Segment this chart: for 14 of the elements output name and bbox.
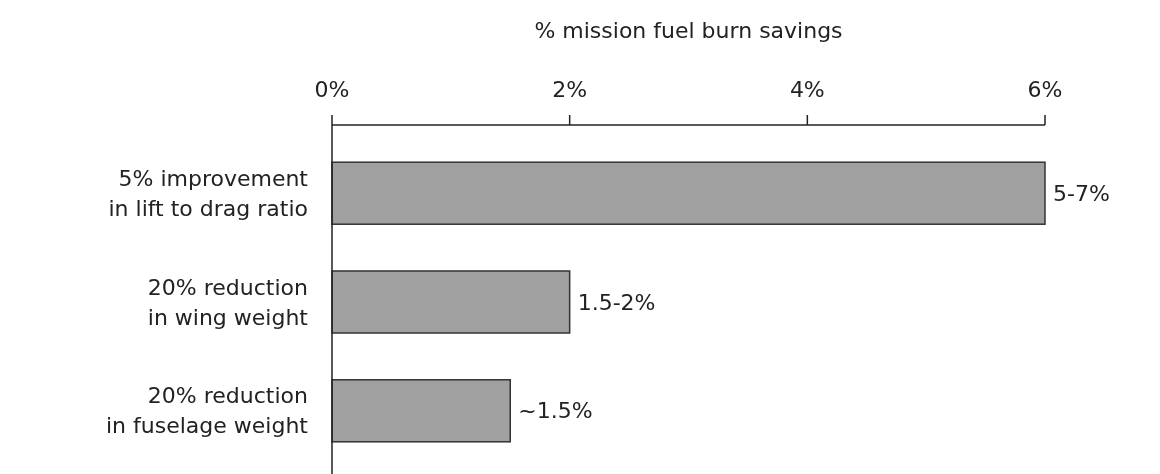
bar	[331, 161, 1046, 225]
bar	[331, 379, 511, 443]
x-tick-label: 2%	[552, 77, 588, 102]
y-tick-label: 20% reduction in fuselage weight	[106, 383, 309, 439]
annotation: 5-7%	[1053, 180, 1110, 206]
x-tick-label: 4%	[789, 77, 825, 102]
x-tick-label: 0%	[314, 77, 350, 102]
annotation: ~1.5%	[518, 398, 593, 424]
y-tick-label: 20% reduction in wing weight	[147, 274, 309, 330]
annotation: 1.5-2%	[577, 289, 656, 315]
x-axis-title: % mission fuel burn savings	[534, 18, 843, 43]
bar	[331, 270, 571, 334]
x-tick-label: 6%	[1027, 77, 1063, 102]
y-tick-label: 5% improvement in lift to drag ratio	[108, 165, 309, 221]
